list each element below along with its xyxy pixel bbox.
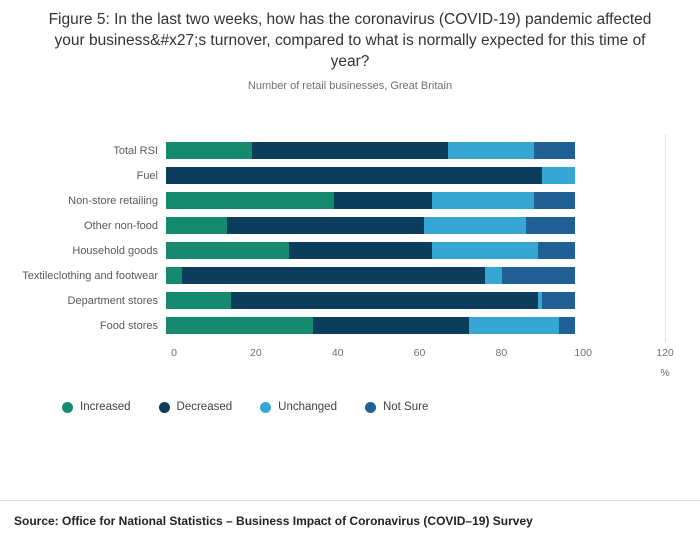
chart-title: Figure 5: In the last two weeks, how has… bbox=[48, 11, 652, 70]
bar-segment-decreased[interactable] bbox=[231, 292, 539, 309]
chart-rows: Total RSI Fuel Non-store retailing Other no… bbox=[0, 134, 700, 342]
bar-segment-not-sure[interactable] bbox=[538, 242, 576, 259]
bar-segment-not-sure[interactable] bbox=[542, 292, 576, 309]
x-axis-ticks: 0 20 40 60 80 100 120% bbox=[171, 347, 674, 387]
bar-segment-unchanged[interactable] bbox=[468, 317, 559, 334]
category-label: Textileclothing and footwear bbox=[22, 269, 158, 282]
category-label: Food stores bbox=[99, 319, 158, 332]
bar-group bbox=[166, 317, 657, 334]
bar-segment-not-sure[interactable] bbox=[534, 142, 576, 159]
bar-segment-increased[interactable] bbox=[166, 192, 334, 209]
category-label: Household goods bbox=[72, 244, 158, 257]
chart-row: Other non-food bbox=[0, 213, 700, 238]
chart-subtitle: Number of retail businesses, Great Brita… bbox=[247, 80, 453, 92]
chart-row: Non-store retailing bbox=[0, 188, 700, 213]
bar-segment-increased[interactable] bbox=[166, 217, 228, 234]
bar-group bbox=[166, 192, 657, 209]
bar-segment-not-sure[interactable] bbox=[526, 217, 576, 234]
legend-swatch-icon bbox=[158, 401, 170, 413]
bar-segment-increased[interactable] bbox=[166, 142, 252, 159]
x-axis-unit-label: % bbox=[660, 367, 670, 379]
x-tick-label: 80 bbox=[495, 347, 508, 359]
gridline-120 bbox=[665, 134, 666, 342]
legend-label: Not Sure bbox=[382, 401, 429, 413]
bar-segment-decreased[interactable] bbox=[313, 317, 469, 334]
bar-segment-unchanged[interactable] bbox=[423, 217, 527, 234]
bar-group bbox=[166, 292, 657, 309]
bar-segment-decreased[interactable] bbox=[288, 242, 432, 259]
bar-segment-unchanged[interactable] bbox=[431, 192, 535, 209]
legend-label: Unchanged bbox=[278, 401, 337, 413]
source-footer: Source: Office for National Statistics –… bbox=[0, 500, 700, 528]
legend-item-increased[interactable]: Increased bbox=[62, 401, 131, 413]
legend-item-decreased[interactable]: Decreased bbox=[158, 401, 233, 413]
legend-item-unchanged[interactable]: Unchanged bbox=[260, 401, 337, 413]
x-axis-spacer bbox=[0, 347, 174, 387]
bar-group bbox=[166, 267, 657, 284]
stacked-bar-chart: Total RSI Fuel Non-store retailing Other no… bbox=[0, 134, 700, 413]
chart-row: Household goods bbox=[0, 238, 700, 263]
x-axis: 0 20 40 60 80 100 120% bbox=[0, 347, 700, 387]
bar-group bbox=[166, 142, 657, 159]
bar-segment-decreased[interactable] bbox=[251, 142, 449, 159]
category-label: Other non-food bbox=[84, 219, 158, 232]
bar-segment-unchanged[interactable] bbox=[542, 167, 576, 184]
chart-row: Textileclothing and footwear bbox=[0, 263, 700, 288]
bar-group bbox=[166, 217, 657, 234]
x-tick-label: 100 bbox=[574, 347, 592, 359]
bar-segment-unchanged[interactable] bbox=[538, 292, 543, 309]
legend-label: Increased bbox=[80, 401, 131, 413]
chart-row: Department stores bbox=[0, 288, 700, 313]
bar-group bbox=[166, 167, 657, 184]
bar-segment-not-sure[interactable] bbox=[501, 267, 576, 284]
x-tick-label: 40 bbox=[331, 347, 344, 359]
x-tick-label: 0 bbox=[171, 347, 177, 359]
category-label: Fuel bbox=[136, 169, 158, 182]
bar-segment-decreased[interactable] bbox=[166, 167, 543, 184]
x-tick-label: 20 bbox=[249, 347, 262, 359]
bar-segment-increased[interactable] bbox=[166, 242, 289, 259]
category-label: Department stores bbox=[67, 294, 158, 307]
bar-segment-not-sure[interactable] bbox=[534, 192, 576, 209]
bar-segment-unchanged[interactable] bbox=[485, 267, 502, 284]
source-text: Source: Office for National Statistics –… bbox=[14, 514, 533, 528]
bar-group bbox=[166, 242, 657, 259]
bar-segment-not-sure[interactable] bbox=[558, 317, 576, 334]
legend-item-not-sure[interactable]: Not Sure bbox=[364, 401, 429, 413]
chart-row: Food stores bbox=[0, 313, 700, 338]
x-tick-label: 120 bbox=[656, 347, 674, 359]
category-label: Total RSI bbox=[113, 144, 158, 157]
bar-segment-decreased[interactable] bbox=[333, 192, 432, 209]
bar-segment-increased[interactable] bbox=[166, 292, 232, 309]
legend-swatch-icon bbox=[260, 401, 272, 413]
chart-legend: Increased Decreased Unchanged Not Sure bbox=[62, 401, 700, 413]
bar-segment-increased[interactable] bbox=[166, 267, 183, 284]
bar-segment-unchanged[interactable] bbox=[431, 242, 539, 259]
x-tick-label: 60 bbox=[413, 347, 426, 359]
legend-label: Decreased bbox=[176, 401, 233, 413]
legend-swatch-icon bbox=[62, 401, 73, 413]
chart-row: Total RSI bbox=[0, 138, 700, 163]
bar-segment-unchanged[interactable] bbox=[448, 142, 535, 159]
bar-segment-decreased[interactable] bbox=[182, 267, 486, 284]
bar-segment-decreased[interactable] bbox=[227, 217, 424, 234]
bar-segment-increased[interactable] bbox=[166, 317, 314, 334]
legend-swatch-icon bbox=[364, 401, 376, 413]
chart-row: Fuel bbox=[0, 163, 700, 188]
category-label: Non-store retailing bbox=[68, 194, 158, 207]
